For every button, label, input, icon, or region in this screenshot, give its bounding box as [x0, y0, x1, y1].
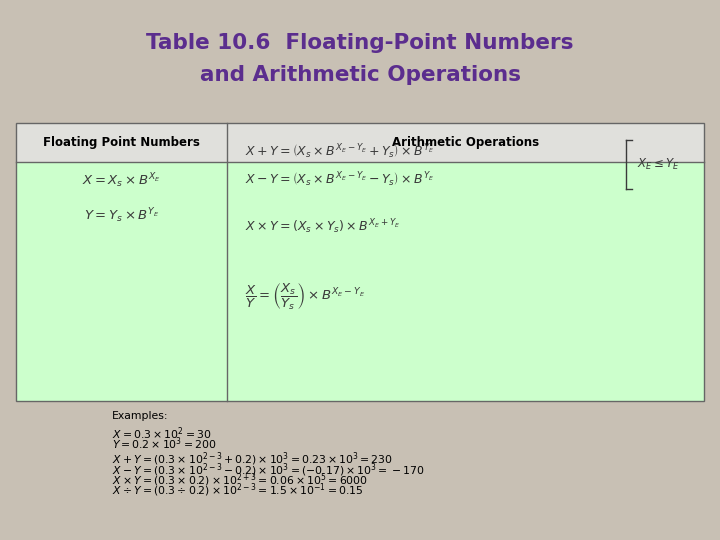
Bar [16, 123, 704, 162]
Text: $X = 0.3 \times 10^2 = 30$: $X = 0.3 \times 10^2 = 30$ [112, 426, 211, 442]
Text: Examples:: Examples: [112, 411, 168, 422]
Text: Table 10.6  Floating-Point Numbers: Table 10.6 Floating-Point Numbers [146, 33, 574, 53]
Text: $X = X_s \times B^{X_E}$: $X = X_s \times B^{X_E}$ [82, 172, 161, 190]
Text: and Arithmetic Operations: and Arithmetic Operations [199, 64, 521, 85]
Text: $X - Y = \left(X_s \times B^{X_E-Y_E} - Y_s\right) \times B^{Y_E}$: $X - Y = \left(X_s \times B^{X_E-Y_E} - … [245, 170, 434, 188]
Bar [16, 123, 704, 401]
Text: $X \div Y = (0.3 \div 0.2) \times 10^{2-3} = 1.5 \times 10^{-1} = 0.15$: $X \div Y = (0.3 \div 0.2) \times 10^{2-… [112, 482, 364, 500]
Text: $\dfrac{X}{Y} = \left(\dfrac{X_s}{Y_s}\right) \times B^{X_E-Y_E}$: $\dfrac{X}{Y} = \left(\dfrac{X_s}{Y_s}\r… [245, 282, 365, 312]
Text: $X + Y = (0.3 \times 10^{2-3} + 0.2) \times 10^3 = 0.23 \times 10^3 = 230$: $X + Y = (0.3 \times 10^{2-3} + 0.2) \ti… [112, 451, 392, 469]
Text: $X \times Y = (0.3 \times 0.2) \times 10^{2+3} = 0.06 \times 10^5 = 6000$: $X \times Y = (0.3 \times 0.2) \times 10… [112, 471, 368, 489]
Text: $X - Y = (0.3 \times 10^{2-3} - 0.2) \times 10^3 = (-0.17) \times 10^3 = -170$: $X - Y = (0.3 \times 10^{2-3} - 0.2) \ti… [112, 461, 424, 479]
Text: $X_E \leq Y_E$: $X_E \leq Y_E$ [637, 157, 680, 172]
Text: Arithmetic Operations: Arithmetic Operations [392, 136, 539, 149]
Bar [16, 162, 227, 401]
Text: $Y = 0.2 \times 10^3 = 200$: $Y = 0.2 \times 10^3 = 200$ [112, 436, 216, 453]
Bar [227, 162, 704, 401]
Text: $Y = Y_s \times B^{Y_E}$: $Y = Y_s \times B^{Y_E}$ [84, 207, 159, 225]
Text: $X + Y = \left(X_s \times B^{X_E-Y_E} + Y_s\right) \times B^{Y_E}$: $X + Y = \left(X_s \times B^{X_E-Y_E} + … [245, 142, 434, 160]
Text: $X \times Y = \left(X_s \times Y_s\right) \times B^{X_E+Y_E}$: $X \times Y = \left(X_s \times Y_s\right… [245, 218, 400, 236]
Text: Floating Point Numbers: Floating Point Numbers [43, 136, 199, 149]
